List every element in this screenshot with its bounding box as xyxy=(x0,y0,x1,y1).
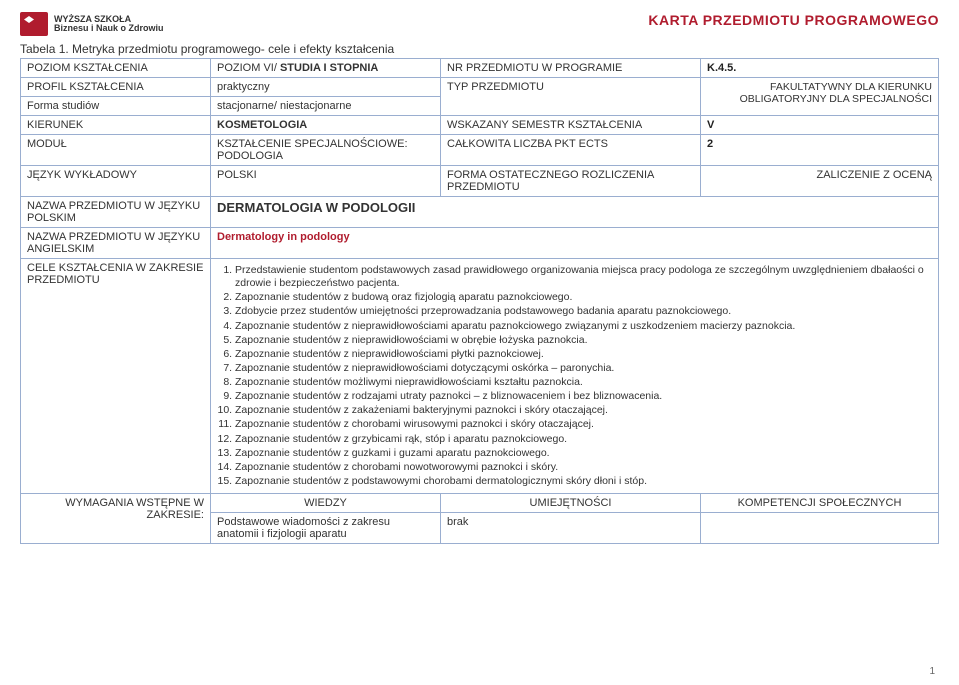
value-modul: KSZTAŁCENIE SPECJALNOŚCIOWE: PODOLOGIA xyxy=(211,135,441,166)
row-poziom: POZIOM KSZTAŁCENIA POZIOM VI/ STUDIA I S… xyxy=(21,59,939,78)
logo-line2: Biznesu i Nauk o Zdrowiu xyxy=(54,24,164,33)
prereq-wiedzy: Podstawowe wiadomości z zakresu anatomii… xyxy=(211,513,441,544)
goal-item: Zapoznanie studentów z grzybicami rąk, s… xyxy=(235,433,932,446)
goal-item: Zapoznanie studentów z zakażeniami bakte… xyxy=(235,404,932,417)
goal-item: Zapoznanie studentów z chorobami nowotwo… xyxy=(235,461,932,474)
label-poziom: POZIOM KSZTAŁCENIA xyxy=(21,59,211,78)
logo-text: WYŻSZA SZKOŁA Biznesu i Nauk o Zdrowiu xyxy=(54,15,164,34)
label-wymagania: WYMAGANIA WSTĘPNE W ZAKRESIE: xyxy=(21,494,211,544)
goal-item: Zapoznanie studentów z chorobami wirusow… xyxy=(235,418,932,431)
row-nazwa-pl: NAZWA PRZEDMIOTU W JĘZYKU POLSKIM DERMAT… xyxy=(21,197,939,228)
row-cele: CELE KSZTAŁCENIA W ZAKRESIE PRZEDMIOTU P… xyxy=(21,259,939,494)
label-cele: CELE KSZTAŁCENIA W ZAKRESIE PRZEDMIOTU xyxy=(21,259,211,494)
label-semestr: WSKAZANY SEMESTR KSZTAŁCENIA xyxy=(441,116,701,135)
logo-icon xyxy=(20,12,48,36)
goal-item: Zapoznanie studentów z guzkami i guzami … xyxy=(235,447,932,460)
goal-item: Zdobycie przez studentów umiejętności pr… xyxy=(235,305,932,318)
row-modul: MODUŁ KSZTAŁCENIE SPECJALNOŚCIOWE: PODOL… xyxy=(21,135,939,166)
value-kierunek: KOSMETOLOGIA xyxy=(211,116,441,135)
value-jezyk: POLSKI xyxy=(211,166,441,197)
label-modul: MODUŁ xyxy=(21,135,211,166)
goal-item: Zapoznanie studentów z nieprawidłowościa… xyxy=(235,362,932,375)
page-number: 1 xyxy=(929,666,935,677)
label-ects: CAŁKOWITA LICZBA PKT ECTS xyxy=(441,135,701,166)
row-profil: PROFIL KSZTAŁCENIA praktyczny TYP PRZEDM… xyxy=(21,78,939,97)
goal-item: Zapoznanie studentów z podstawowymi chor… xyxy=(235,475,932,488)
goal-item: Zapoznanie studentów z rodzajami utraty … xyxy=(235,390,932,403)
prereq-umiejetnosci: brak xyxy=(441,513,701,544)
value-forma: stacjonarne/ niestacjonarne xyxy=(211,97,441,116)
value-nazwa-en: Dermatology in podology xyxy=(211,228,939,259)
label-profil: PROFIL KSZTAŁCENIA xyxy=(21,78,211,97)
value-semestr: V xyxy=(701,116,939,135)
label-nazwa-en: NAZWA PRZEDMIOTU W JĘZYKU ANGIELSKIM xyxy=(21,228,211,259)
label-kierunek: KIERUNEK xyxy=(21,116,211,135)
table-caption: Tabela 1. Metryka przedmiotu programoweg… xyxy=(20,42,939,56)
value-nr-przedmiotu: K.4.5. xyxy=(701,59,939,78)
value-forma-rozliczenia: ZALICZENIE Z OCENĄ xyxy=(701,166,939,197)
logo: WYŻSZA SZKOŁA Biznesu i Nauk o Zdrowiu xyxy=(20,12,164,36)
row-nazwa-en: NAZWA PRZEDMIOTU W JĘZYKU ANGIELSKIM Der… xyxy=(21,228,939,259)
row-kierunek: KIERUNEK KOSMETOLOGIA WSKAZANY SEMESTR K… xyxy=(21,116,939,135)
value-poziom: POZIOM VI/ STUDIA I STOPNIA xyxy=(211,59,441,78)
label-typ-przedmiotu: TYP PRZEDMIOTU xyxy=(441,78,701,116)
karta-title: KARTA PRZEDMIOTU PROGRAMOWEGO xyxy=(648,12,939,28)
prereq-kompetencji xyxy=(701,513,939,544)
label-forma: Forma studiów xyxy=(21,97,211,116)
goal-item: Przedstawienie studentom podstawowych za… xyxy=(235,264,932,290)
value-nazwa-pl: DERMATOLOGIA W PODOLOGII xyxy=(211,197,939,228)
row-jezyk: JĘZYK WYKŁADOWY POLSKI FORMA OSTATECZNEG… xyxy=(21,166,939,197)
goals-list: Przedstawienie studentom podstawowych za… xyxy=(235,264,932,488)
value-cele: Przedstawienie studentom podstawowych za… xyxy=(211,259,939,494)
label-nazwa-pl: NAZWA PRZEDMIOTU W JĘZYKU POLSKIM xyxy=(21,197,211,228)
value-profil: praktyczny xyxy=(211,78,441,97)
prereq-header-umiejetnosci: UMIEJĘTNOŚCI xyxy=(441,494,701,513)
label-jezyk: JĘZYK WYKŁADOWY xyxy=(21,166,211,197)
goal-item: Zapoznanie studentów z nieprawidłowościa… xyxy=(235,334,932,347)
goal-item: Zapoznanie studentów możliwymi nieprawid… xyxy=(235,376,932,389)
value-ects: 2 xyxy=(701,135,939,166)
label-nr-przedmiotu: NR PRZEDMIOTU W PROGRAMIE xyxy=(441,59,701,78)
row-wymagania-header: WYMAGANIA WSTĘPNE W ZAKRESIE: WIEDZY UMI… xyxy=(21,494,939,513)
label-forma-rozliczenia: FORMA OSTATECZNEGO ROZLICZENIA PRZEDMIOT… xyxy=(441,166,701,197)
goal-item: Zapoznanie studentów z nieprawidłowościa… xyxy=(235,348,932,361)
value-typ-przedmiotu: FAKULTATYWNY DLA KIERUNKUOBLIGATORYJNY D… xyxy=(701,78,939,116)
prereq-header-kompetencji: KOMPETENCJI SPOŁECZNYCH xyxy=(701,494,939,513)
prereq-header-wiedzy: WIEDZY xyxy=(211,494,441,513)
document-header: WYŻSZA SZKOŁA Biznesu i Nauk o Zdrowiu K… xyxy=(20,12,939,36)
goal-item: Zapoznanie studentów z nieprawidłowościa… xyxy=(235,320,932,333)
course-metrics-table: POZIOM KSZTAŁCENIA POZIOM VI/ STUDIA I S… xyxy=(20,58,939,544)
goal-item: Zapoznanie studentów z budową oraz fizjo… xyxy=(235,291,932,304)
